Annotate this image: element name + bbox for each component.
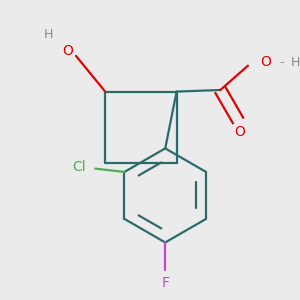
Text: -: - [280,56,284,69]
Text: O: O [234,125,245,139]
Text: Cl: Cl [72,160,86,174]
Text: H: H [44,28,53,41]
Text: O: O [260,56,271,69]
Text: H: H [290,56,300,69]
Text: O: O [62,44,73,58]
Text: F: F [161,276,169,290]
